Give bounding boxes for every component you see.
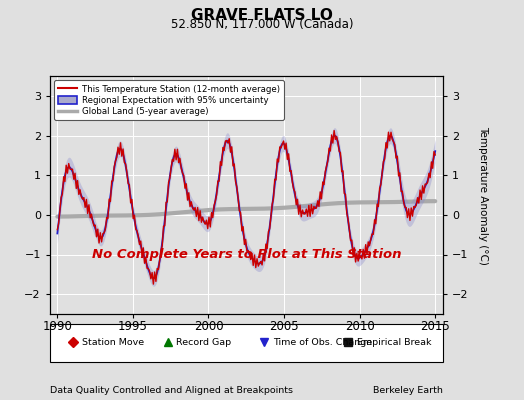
Text: Empirical Break: Empirical Break	[357, 338, 432, 347]
Text: 2000: 2000	[194, 320, 223, 333]
Text: 1990: 1990	[42, 320, 72, 333]
FancyBboxPatch shape	[50, 324, 443, 362]
Text: Time of Obs. Change: Time of Obs. Change	[272, 338, 372, 347]
Text: 2015: 2015	[420, 320, 450, 333]
Text: Berkeley Earth: Berkeley Earth	[373, 386, 443, 395]
Text: Data Quality Controlled and Aligned at Breakpoints: Data Quality Controlled and Aligned at B…	[50, 386, 293, 395]
Text: Station Move: Station Move	[82, 338, 144, 347]
Text: GRAVE FLATS LO: GRAVE FLATS LO	[191, 8, 333, 23]
Text: Record Gap: Record Gap	[176, 338, 232, 347]
Text: 52.850 N, 117.000 W (Canada): 52.850 N, 117.000 W (Canada)	[171, 18, 353, 31]
Legend: This Temperature Station (12-month average), Regional Expectation with 95% uncer: This Temperature Station (12-month avera…	[54, 80, 284, 120]
Y-axis label: Temperature Anomaly (°C): Temperature Anomaly (°C)	[478, 126, 488, 264]
Text: 2005: 2005	[269, 320, 299, 333]
Text: 2010: 2010	[345, 320, 375, 333]
Text: 1995: 1995	[118, 320, 148, 333]
Text: No Complete Years to Plot at This Station: No Complete Years to Plot at This Statio…	[92, 248, 401, 261]
